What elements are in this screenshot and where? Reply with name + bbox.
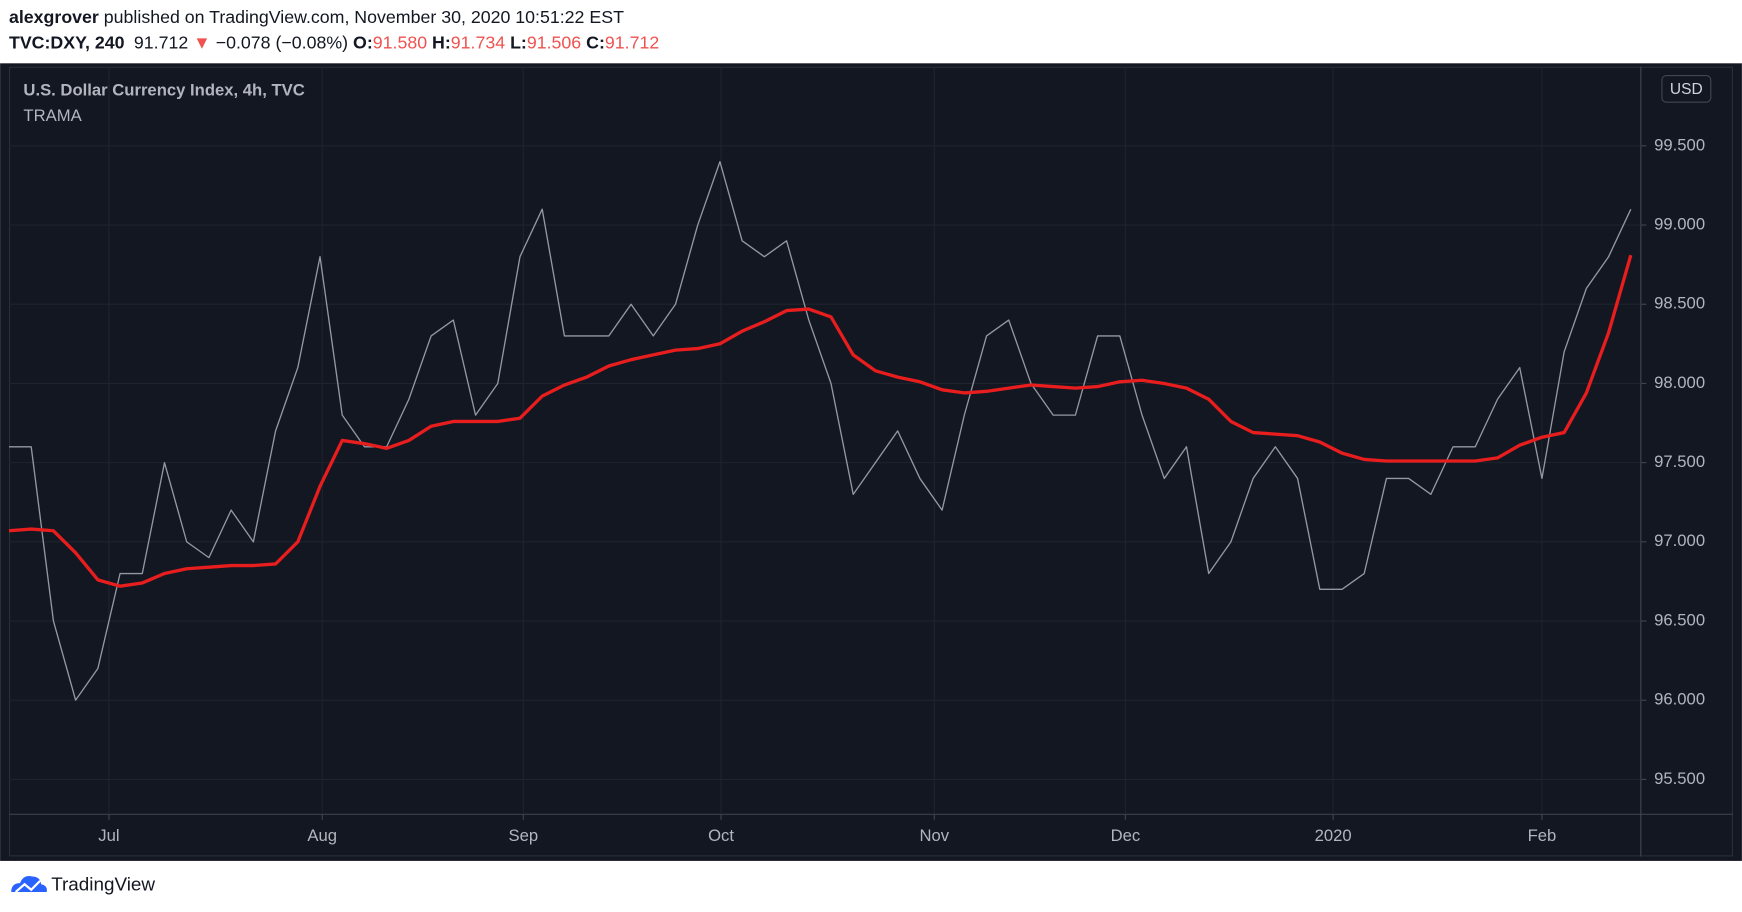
last: 91.712 [134,32,188,52]
y-tick-label: 96.000 [1654,690,1705,709]
y-tick-label: 97.000 [1654,531,1705,550]
published: published on TradingView.com, November 3… [99,6,624,26]
plot [8,161,1633,701]
y-tick-label: 99.000 [1654,214,1705,233]
close: 91.712 [605,32,659,52]
y-tick-label: 99.500 [1654,135,1705,154]
x-tick-label: 2020 [1315,826,1352,845]
y-tick-label: 95.500 [1654,769,1705,788]
x-tick-label: Aug [307,826,337,845]
open: 91.580 [373,32,427,52]
high-label: H: [432,32,451,52]
legend-entry: TRAMA [23,106,82,125]
open-label: O: [353,32,373,52]
grid [8,66,1641,815]
symbol: TVC:DXY, 240 [9,32,125,52]
series-line [8,254,1633,588]
x-tick-label: Oct [708,826,734,845]
currency-badge[interactable] [1661,74,1712,103]
y-tick-label: 96.500 [1654,610,1705,629]
arrow: ▼ [193,32,211,52]
low-label: L: [510,32,527,52]
ohlc-line: TVC:DXY, 240 91.712 ▼ −0.078 (−0.08%) O:… [9,32,659,52]
panel-border [8,66,1734,857]
y-tick-label: 98.500 [1654,294,1705,313]
x-tick-label: Sep [508,826,538,845]
y-tick-label: 97.500 [1654,452,1705,471]
x-tick-label: Feb [1528,826,1557,845]
chart-title: U.S. Dollar Currency Index, 4h, TVC [23,80,304,99]
high: 91.734 [451,32,505,52]
change: −0.078 (−0.08%) [216,32,348,52]
author: alexgrover [9,6,99,26]
logo [11,876,47,893]
footer-brand: TradingView [51,874,155,895]
series-line [8,161,1632,701]
close-label: C: [586,32,605,52]
y-tick-label: 98.000 [1654,373,1705,392]
low: 91.506 [527,32,581,52]
currency[interactable]: USD [1670,81,1703,98]
x-tick-label: Dec [1111,826,1141,845]
x-tick-label: Nov [920,826,950,845]
header-line: alexgrover published on TradingView.com,… [9,6,624,26]
x-tick-label: Jul [98,826,119,845]
